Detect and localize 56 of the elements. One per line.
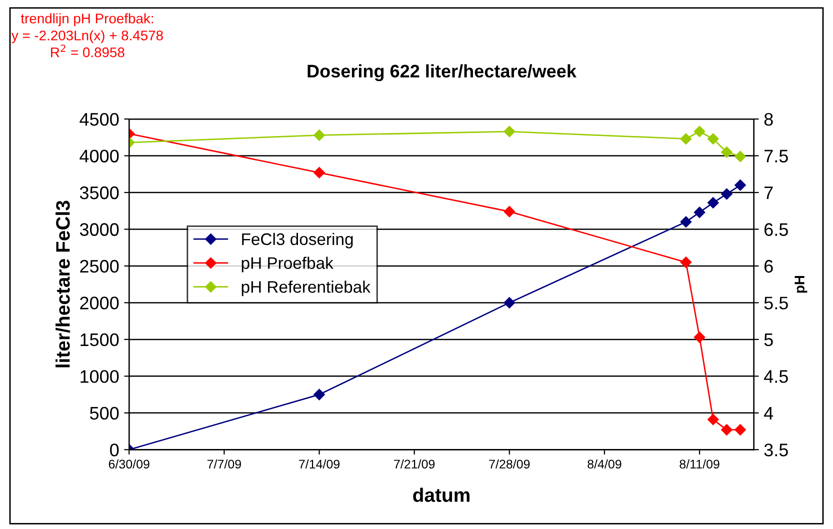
y2-tick-label: 5.5 (764, 296, 788, 310)
x-tick-label: 8/4/09 (588, 459, 622, 469)
chart-title: Dosering 622 liter/hectare/week (308, 64, 576, 82)
y-tick-label: 2500 (80, 260, 119, 273)
point (504, 126, 516, 138)
x-tick-label: 7/14/09 (299, 459, 340, 469)
text: trendlijn pH Proefbak: y = -2.203Ln(x) + 8.4578 R$^{2}$ = 0.8958 (11, 13, 163, 58)
y2-axis-title: pH (794, 276, 808, 293)
y-tick-label: 3000 (80, 223, 119, 236)
legend-label: FeCl3 dosering (242, 232, 353, 248)
y2-tick-label: 4.5 (764, 370, 788, 383)
point (694, 332, 706, 343)
x-tick-label: 6/30/09 (108, 459, 150, 469)
y2-tick-label: 6.5 (764, 223, 788, 236)
y-tick-label: 1000 (80, 370, 119, 383)
point (734, 180, 746, 191)
point (734, 150, 746, 162)
point (734, 424, 746, 436)
point (721, 424, 732, 436)
y-tick-label: 1500 (80, 333, 119, 346)
point (680, 133, 692, 144)
point (721, 188, 732, 200)
y2-tick-label: 7 (764, 186, 773, 200)
y-tick-label: 4500 (80, 112, 119, 126)
legend-label: pH Referentiebak (242, 280, 370, 296)
point (708, 133, 719, 144)
point (708, 414, 719, 426)
point (694, 126, 706, 138)
y-tick-label: 0 (110, 444, 119, 456)
x-tick-label: 7/7/09 (207, 459, 241, 469)
point (694, 206, 706, 218)
point (314, 167, 325, 178)
y-tick-label: 3500 (80, 186, 119, 200)
x-axis-title: datum (413, 488, 470, 502)
point (680, 216, 692, 228)
legend-label: pH Proefbak (242, 256, 334, 272)
point (680, 256, 692, 268)
y-tick-label: 4000 (80, 150, 119, 162)
y2-tick-label: 8 (764, 112, 773, 126)
point (721, 146, 732, 158)
y2-tick-label: 6 (764, 260, 773, 273)
point (504, 206, 516, 218)
y2-tick-label: 7.5 (764, 150, 788, 162)
x-tick-label: 7/28/09 (489, 459, 530, 469)
y2-tick-label: 3.5 (764, 444, 788, 456)
x-tick-label: 8/11/09 (680, 459, 720, 469)
point (314, 388, 325, 400)
y-tick-label: 500 (90, 406, 119, 420)
y2-tick-label: 5 (764, 334, 773, 346)
point (708, 197, 719, 208)
x-tick-label: 7/21/09 (394, 459, 435, 469)
point (504, 297, 516, 308)
y2-tick-label: 4 (764, 407, 774, 420)
y-axis-title: liter/hectare FeCl3 (56, 200, 70, 368)
point (314, 130, 325, 141)
y-tick-label: 2000 (80, 296, 119, 310)
